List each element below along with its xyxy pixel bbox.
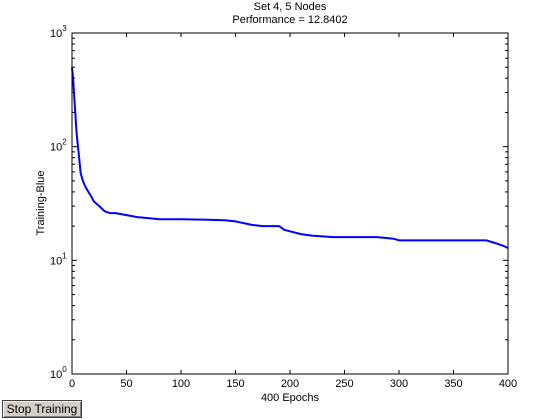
chart-subtitle: Performance = 12.8402 (232, 14, 348, 26)
x-tick-label: 250 (335, 378, 353, 390)
y-tick-label: 101 (50, 251, 67, 267)
x-tick-label: 150 (226, 378, 244, 390)
x-tick-label: 200 (281, 378, 299, 390)
y-tick-label: 103 (50, 24, 67, 40)
y-tick-label: 102 (50, 138, 67, 154)
x-tick-label: 400 (499, 378, 517, 390)
plot-area-frame (71, 32, 509, 375)
x-axis-label: 400 Epochs (261, 392, 320, 404)
x-tick-label: 50 (120, 378, 132, 390)
x-tick-label: 100 (172, 378, 190, 390)
x-tick-label: 0 (69, 378, 75, 390)
y-axis-label: Training-Blue (35, 170, 47, 235)
x-tick-label: 350 (444, 378, 462, 390)
chart-title: Set 4, 5 Nodes (253, 1, 327, 13)
training-curve (71, 67, 509, 249)
x-tick-label: 300 (390, 378, 408, 390)
stop-training-button[interactable]: Stop Training (2, 400, 82, 418)
y-tick-label: 100 (50, 365, 67, 381)
